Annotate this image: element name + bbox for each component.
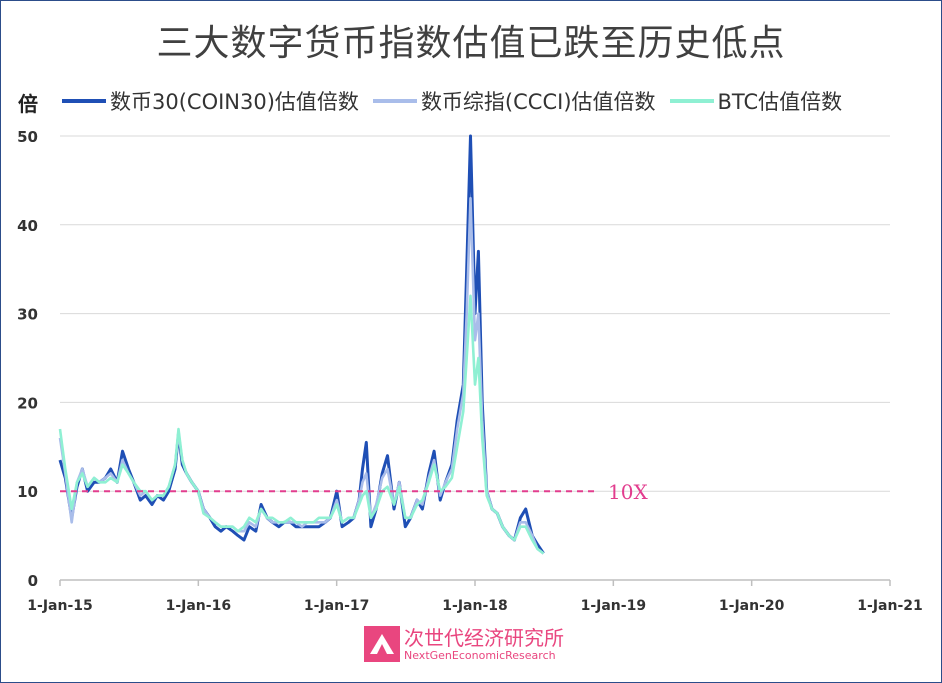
x-tick-label: 1-Jan-19 bbox=[581, 598, 646, 614]
logo-name-cn: 次世代经济研究所 bbox=[404, 625, 564, 650]
x-tick-label: 1-Jan-21 bbox=[857, 598, 922, 614]
legend-item-btc: BTC估值倍数 bbox=[669, 86, 843, 116]
y-tick-label: 40 bbox=[17, 217, 38, 235]
x-tick-label: 1-Jan-16 bbox=[166, 598, 231, 614]
legend-swatch-coin30 bbox=[62, 99, 106, 103]
legend-swatch-ccci bbox=[372, 99, 417, 103]
legend-label-ccci: 数币综指(CCCI)估值倍数 bbox=[420, 90, 656, 114]
legend-label-btc: BTC估值倍数 bbox=[717, 90, 843, 114]
x-tick-label: 1-Jan-15 bbox=[27, 598, 92, 614]
logo-name-en: NextGenEconomicResearch bbox=[404, 648, 556, 662]
chart-title: 三大数字货币指数估值已跌至历史低点 bbox=[156, 23, 786, 64]
legend-label-coin30: 数币30(COIN30)估值倍数 bbox=[110, 90, 359, 114]
x-tick-label: 1-Jan-20 bbox=[719, 598, 785, 614]
logo: 次世代经济研究所 NextGenEconomicResearch bbox=[364, 626, 564, 662]
x-tick-label: 1-Jan-17 bbox=[304, 598, 369, 614]
legend: 数币30(COIN30)估值倍数 数币综指(CCCI)估值倍数 BTC估值倍数 bbox=[62, 86, 856, 116]
y-tick-label: 0 bbox=[28, 572, 38, 590]
y-tick-label: 50 bbox=[17, 128, 38, 146]
series-line-ccci bbox=[58, 196, 545, 555]
y-tick-label: 20 bbox=[17, 394, 38, 412]
logo-mark-icon bbox=[364, 626, 400, 662]
y-tick-label: 10 bbox=[17, 483, 38, 501]
legend-item-coin30: 数币30(COIN30)估值倍数 bbox=[62, 86, 359, 116]
legend-item-ccci: 数币综指(CCCI)估值倍数 bbox=[372, 86, 656, 116]
series-line-btc bbox=[58, 294, 545, 555]
series-line-coin30 bbox=[58, 134, 545, 555]
legend-swatch-btc bbox=[669, 99, 714, 103]
reference-line-label: 10X bbox=[608, 480, 648, 504]
y-tick-label: 30 bbox=[17, 306, 38, 324]
y-axis-label: 倍 bbox=[18, 92, 38, 116]
x-tick-label: 1-Jan-18 bbox=[442, 598, 507, 614]
